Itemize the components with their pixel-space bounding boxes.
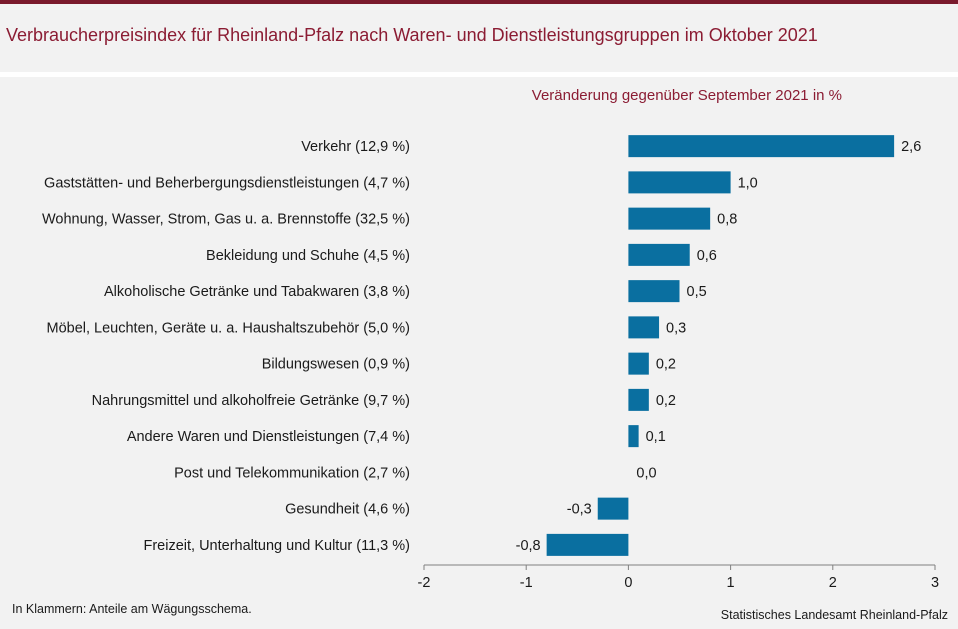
bar bbox=[628, 280, 680, 303]
category-label: Nahrungsmittel und alkoholfreie Getränke… bbox=[92, 393, 410, 409]
bar bbox=[628, 316, 660, 339]
x-tick-label: -2 bbox=[418, 575, 431, 591]
value-label: -0,3 bbox=[567, 502, 592, 518]
category-label: Gaststätten- und Beherbergungsdienstleis… bbox=[44, 175, 410, 191]
source-credit: Statistisches Landesamt Rheinland-Pfalz bbox=[720, 608, 948, 622]
value-label: 0,3 bbox=[666, 320, 686, 336]
category-label: Alkoholische Getränke und Tabakwaren (3,… bbox=[104, 284, 410, 300]
category-label: Möbel, Leuchten, Geräte u. a. Haushaltsz… bbox=[46, 320, 410, 336]
value-label: 2,6 bbox=[901, 139, 921, 155]
category-label: Wohnung, Wasser, Strom, Gas u. a. Brenns… bbox=[42, 212, 410, 228]
bars-group bbox=[546, 135, 895, 556]
category-label: Post und Telekommunikation (2,7 %) bbox=[174, 465, 410, 481]
x-tick-label: 3 bbox=[931, 575, 939, 591]
value-label: 0,2 bbox=[656, 393, 676, 409]
bar bbox=[628, 243, 690, 266]
category-label: Verkehr (12,9 %) bbox=[301, 139, 410, 155]
value-label: 0,5 bbox=[687, 284, 707, 300]
value-label: 0,6 bbox=[697, 248, 717, 264]
bar bbox=[628, 171, 731, 194]
bar bbox=[628, 388, 649, 411]
value-labels-group: 2,6 1,0 0,8 0,6 0,5 0,3 0,2 0,2 0,1 0,0 -0,3 -0,8 bbox=[516, 139, 922, 554]
value-label: 0,2 bbox=[656, 357, 676, 373]
value-label: 0,1 bbox=[646, 429, 666, 445]
chart-subtitle: Veränderung gegenüber September 2021 in … bbox=[532, 87, 842, 104]
category-label: Gesundheit (4,6 %) bbox=[285, 502, 410, 518]
bar bbox=[628, 352, 649, 375]
value-label: 1,0 bbox=[738, 175, 758, 191]
category-label: Bildungswesen (0,9 %) bbox=[262, 357, 410, 373]
x-tick-label: 2 bbox=[829, 575, 837, 591]
x-tick-label: 1 bbox=[727, 575, 735, 591]
x-tick-label: -1 bbox=[520, 575, 533, 591]
x-axis: -2 -1 0 1 2 3 bbox=[418, 564, 939, 591]
value-label: -0,8 bbox=[516, 538, 541, 554]
bar bbox=[628, 135, 895, 158]
chart-title: Verbraucherpreisindex für Rheinland-Pfal… bbox=[6, 25, 818, 45]
category-label: Bekleidung und Schuhe (4,5 %) bbox=[206, 248, 410, 264]
value-label: 0,0 bbox=[636, 465, 656, 481]
bar bbox=[546, 533, 629, 556]
category-labels-group: Verkehr (12,9 %) Gaststätten- und Beherbe… bbox=[42, 139, 410, 554]
bar bbox=[597, 497, 629, 520]
bar bbox=[628, 425, 639, 448]
footnote: In Klammern: Anteile am Wägungsschema. bbox=[12, 602, 252, 616]
category-label: Andere Waren und Dienstleistungen (7,4 %… bbox=[127, 429, 410, 445]
value-label: 0,8 bbox=[717, 212, 737, 228]
top-rule bbox=[0, 0, 958, 4]
bar bbox=[628, 207, 711, 230]
title-separator bbox=[0, 72, 958, 77]
category-label: Freizeit, Unterhaltung und Kultur (11,3 … bbox=[143, 538, 410, 554]
x-tick-label: 0 bbox=[624, 575, 632, 591]
